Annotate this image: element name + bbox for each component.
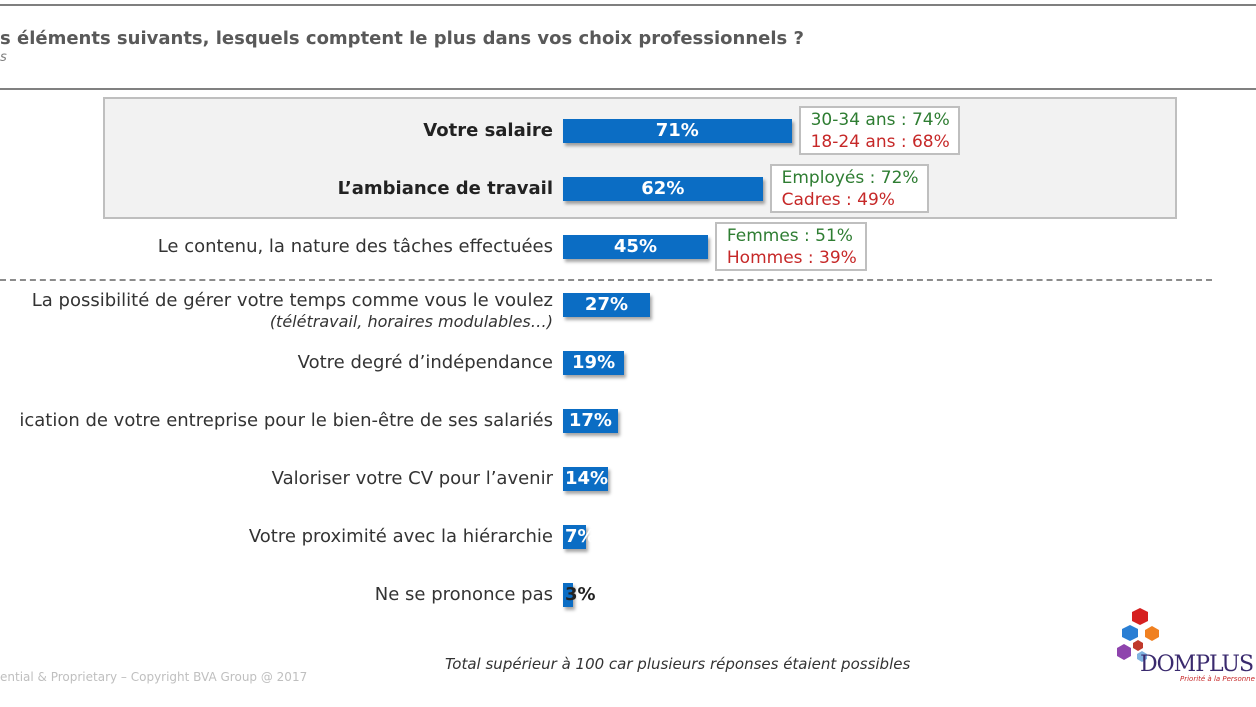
logo-tagline: Priorité à la Personne bbox=[1180, 675, 1255, 683]
bar bbox=[563, 583, 573, 607]
bar bbox=[563, 525, 586, 549]
bar bbox=[563, 293, 650, 317]
category-note: (télétravail, horaires modulables…) bbox=[269, 312, 553, 331]
category-label: Ne se prononce pas bbox=[374, 584, 553, 605]
annotation-low: Cadres : 49% bbox=[781, 190, 895, 210]
domplus-logo-icon bbox=[1117, 608, 1159, 662]
annotation-box: Employés : 72% Cadres : 49% bbox=[769, 164, 929, 213]
data-label: 27% bbox=[584, 294, 629, 315]
annotation-box: 30-34 ans : 74% 18-24 ans : 68% bbox=[798, 106, 960, 155]
category-label: L’ambiance de travail bbox=[337, 178, 553, 199]
data-label: 62% bbox=[641, 178, 685, 199]
header-rule bbox=[0, 88, 1256, 90]
bar bbox=[563, 235, 708, 259]
bar bbox=[563, 467, 609, 491]
annotation-box: Femmes : 51% Hommes : 39% bbox=[714, 222, 867, 271]
annotation-high: Employés : 72% bbox=[781, 168, 919, 188]
data-label: 17% bbox=[568, 410, 612, 431]
annotation-low: 18-24 ans : 68% bbox=[810, 132, 950, 152]
category-label: Le contenu, la nature des tâches effectu… bbox=[157, 236, 553, 257]
category-label: La possibilité de gérer votre temps comm… bbox=[31, 290, 553, 311]
data-label: 7% bbox=[565, 526, 596, 547]
bar bbox=[563, 177, 763, 201]
category-label: ication de votre entreprise pour le bien… bbox=[19, 410, 553, 431]
annotation-high: 30-34 ans : 74% bbox=[810, 110, 950, 130]
bar bbox=[563, 409, 618, 433]
footnote: Total supérieur à 100 car plusieurs répo… bbox=[445, 655, 911, 673]
category-label: Votre salaire bbox=[423, 120, 553, 141]
annotation-high: Femmes : 51% bbox=[726, 226, 853, 246]
data-label: 14% bbox=[565, 468, 609, 489]
category-label: Votre degré d’indépendance bbox=[297, 352, 553, 373]
data-label: 45% bbox=[613, 236, 657, 257]
category-label: Votre proximité avec la hiérarchie bbox=[248, 526, 553, 547]
question-title: s éléments suivants, lesquels comptent l… bbox=[0, 28, 804, 49]
annotation-low: Hommes : 39% bbox=[726, 248, 857, 268]
top-rule bbox=[0, 4, 1256, 6]
category-label: Valoriser votre CV pour l’avenir bbox=[271, 468, 553, 489]
dashed-separator bbox=[0, 279, 1212, 281]
copyright-text: ential & Proprietary – Copyright BVA Gro… bbox=[0, 670, 308, 684]
bar bbox=[563, 351, 625, 375]
bar bbox=[563, 119, 792, 143]
logo-wordmark: DOMPLUS bbox=[1140, 652, 1254, 677]
question-subtitle: s bbox=[0, 50, 7, 65]
data-label: 71% bbox=[655, 120, 699, 141]
data-label: 19% bbox=[572, 352, 616, 373]
data-label: 3% bbox=[565, 584, 596, 605]
